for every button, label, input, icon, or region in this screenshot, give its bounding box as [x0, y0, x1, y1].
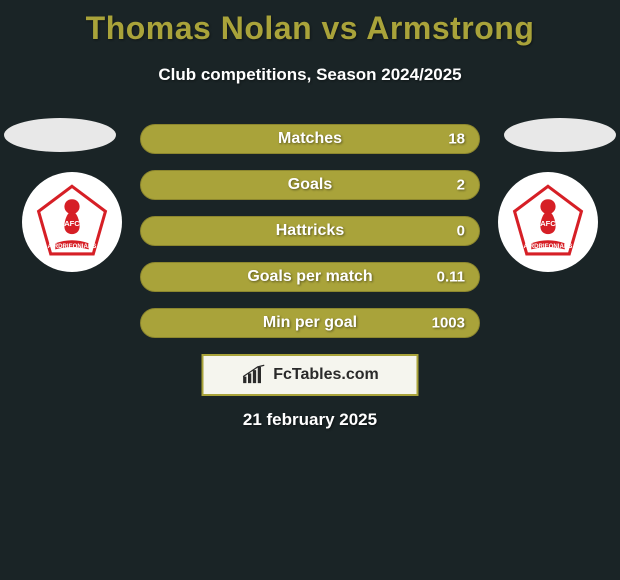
- brand-badge[interactable]: FcTables.com: [202, 354, 419, 396]
- stat-label: Hattricks: [276, 222, 344, 240]
- stat-row-matches: Matches 18: [140, 124, 480, 154]
- player-photo-left: [4, 118, 116, 152]
- club-badge-left: AIRDRIEONIANS AFC: [22, 172, 122, 272]
- svg-text:AFC: AFC: [64, 219, 80, 228]
- stat-label: Goals per match: [247, 268, 372, 286]
- subtitle: Club competitions, Season 2024/2025: [0, 65, 620, 85]
- stat-row-goals: Goals 2: [140, 170, 480, 200]
- stat-value-right: 1003: [432, 315, 465, 332]
- svg-text:AFC: AFC: [540, 219, 556, 228]
- stat-label: Goals: [288, 176, 332, 194]
- brand-text: FcTables.com: [273, 366, 379, 384]
- stat-value-right: 2: [457, 177, 465, 194]
- player-photo-right: [504, 118, 616, 152]
- stat-row-hattricks: Hattricks 0: [140, 216, 480, 246]
- stat-label: Matches: [278, 130, 342, 148]
- page-title: Thomas Nolan vs Armstrong: [0, 0, 620, 47]
- club-badge-right: AIRDRIEONIANS AFC: [498, 172, 598, 272]
- svg-text:AIRDRIEONIANS: AIRDRIEONIANS: [524, 243, 573, 250]
- stat-value-right: 18: [448, 131, 465, 148]
- date-label: 21 february 2025: [0, 410, 620, 430]
- stats-container: Matches 18 Goals 2 Hattricks 0 Goals per…: [140, 124, 480, 354]
- stat-value-right: 0: [457, 223, 465, 240]
- airdrie-badge-icon: AIRDRIEONIANS AFC: [34, 184, 110, 260]
- svg-text:AIRDRIEONIANS: AIRDRIEONIANS: [48, 243, 97, 250]
- stat-row-goals-per-match: Goals per match 0.11: [140, 262, 480, 292]
- stat-value-right: 0.11: [437, 269, 465, 286]
- bar-chart-icon: [241, 364, 267, 386]
- airdrie-badge-icon: AIRDRIEONIANS AFC: [510, 184, 586, 260]
- stat-row-min-per-goal: Min per goal 1003: [140, 308, 480, 338]
- stat-label: Min per goal: [263, 314, 357, 332]
